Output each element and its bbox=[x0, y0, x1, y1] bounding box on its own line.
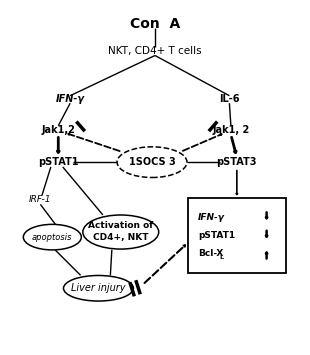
Text: pSTAT3: pSTAT3 bbox=[217, 157, 257, 167]
Text: pSTAT1: pSTAT1 bbox=[198, 231, 235, 240]
Text: CD4+, NKT: CD4+, NKT bbox=[93, 233, 148, 242]
Ellipse shape bbox=[83, 215, 159, 249]
Ellipse shape bbox=[64, 275, 133, 301]
Ellipse shape bbox=[23, 224, 81, 250]
Text: IFN-γ: IFN-γ bbox=[56, 94, 85, 104]
Text: pSTAT1: pSTAT1 bbox=[38, 157, 78, 167]
Text: IFN-γ: IFN-γ bbox=[198, 213, 225, 222]
Ellipse shape bbox=[117, 147, 187, 178]
Text: Liver injury: Liver injury bbox=[71, 283, 126, 293]
Text: Bcl-X: Bcl-X bbox=[198, 249, 224, 258]
Text: Activation of: Activation of bbox=[88, 222, 153, 230]
Text: Con  A: Con A bbox=[130, 17, 180, 31]
Text: IL-6: IL-6 bbox=[219, 94, 240, 104]
Text: IRF-1: IRF-1 bbox=[29, 195, 52, 204]
Text: Jak1, 2: Jak1, 2 bbox=[212, 125, 250, 135]
Text: L: L bbox=[219, 256, 224, 261]
Text: 1SOCS 3: 1SOCS 3 bbox=[129, 157, 175, 167]
Text: Jak1,2: Jak1,2 bbox=[41, 125, 75, 135]
Text: apoptosis: apoptosis bbox=[32, 233, 73, 242]
Text: NKT, CD4+ T cells: NKT, CD4+ T cells bbox=[108, 47, 202, 56]
FancyBboxPatch shape bbox=[188, 198, 286, 273]
